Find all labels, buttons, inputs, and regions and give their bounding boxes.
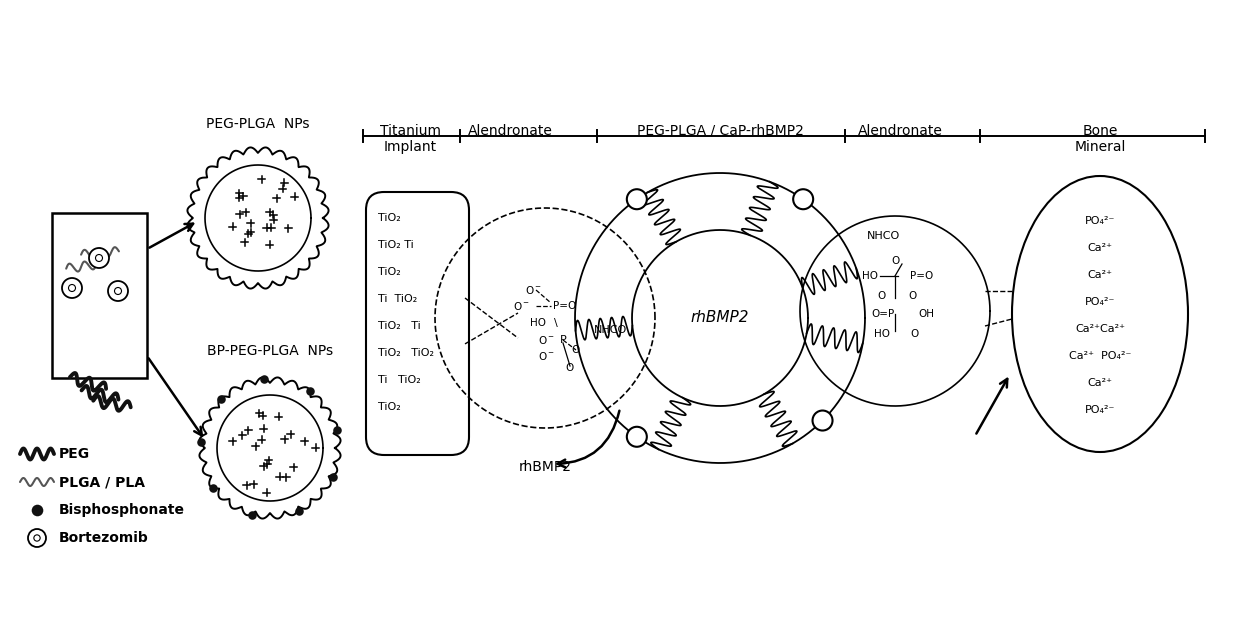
Text: O: O: [565, 363, 574, 373]
Text: TiO₂   TiO₂: TiO₂ TiO₂: [378, 348, 434, 358]
Text: Ca²⁺: Ca²⁺: [1087, 243, 1112, 253]
Text: Ti   TiO₂: Ti TiO₂: [378, 375, 420, 385]
Text: O: O: [890, 256, 899, 266]
Point: [300, 386, 320, 396]
Circle shape: [62, 278, 82, 298]
Text: O: O: [908, 291, 916, 301]
Point: [289, 506, 309, 516]
Text: rhBMP2: rhBMP2: [518, 460, 572, 474]
Text: HO: HO: [529, 318, 546, 328]
Text: OH: OH: [918, 309, 934, 319]
Circle shape: [794, 189, 813, 209]
Point: [322, 472, 342, 482]
Point: [27, 505, 47, 515]
Text: Alendronate: Alendronate: [858, 124, 942, 138]
Text: rhBMP2: rhBMP2: [691, 310, 749, 326]
Text: O$^-$: O$^-$: [525, 284, 542, 296]
Text: TiO₂: TiO₂: [378, 402, 401, 412]
Bar: [52, 213, 148, 378]
Text: O: O: [910, 329, 919, 339]
Point: [242, 510, 262, 520]
Text: PEG-PLGA  NPs: PEG-PLGA NPs: [206, 117, 310, 131]
Text: Titanium
Implant: Titanium Implant: [379, 124, 440, 154]
Text: O: O: [878, 291, 887, 301]
Text: Alendronate: Alendronate: [467, 124, 553, 138]
Point: [211, 394, 231, 404]
Text: NHCO: NHCO: [594, 325, 627, 335]
Text: Ca²⁺: Ca²⁺: [1087, 270, 1112, 280]
Text: Bortezomib: Bortezomib: [60, 531, 149, 545]
Text: Ti  TiO₂: Ti TiO₂: [378, 294, 417, 304]
Point: [191, 437, 211, 447]
Text: TiO₂: TiO₂: [378, 267, 401, 277]
Text: TiO₂ Ti: TiO₂ Ti: [378, 240, 414, 250]
Text: \: \: [554, 318, 558, 328]
Circle shape: [812, 411, 832, 431]
Text: PO₄²⁻: PO₄²⁻: [1085, 297, 1115, 307]
Text: O$^-$: O$^-$: [537, 334, 554, 346]
Text: P=O: P=O: [553, 301, 577, 311]
Text: O$^-$: O$^-$: [537, 350, 554, 362]
Text: BP-PEG-PLGA  NPs: BP-PEG-PLGA NPs: [207, 344, 334, 358]
Circle shape: [627, 427, 647, 447]
Text: Ca²⁺: Ca²⁺: [1087, 378, 1112, 388]
Text: O=P: O=P: [872, 309, 895, 319]
Text: HO: HO: [874, 329, 890, 339]
Text: PLGA / PLA: PLGA / PLA: [60, 475, 145, 489]
FancyBboxPatch shape: [366, 192, 469, 455]
Circle shape: [29, 529, 46, 547]
Point: [254, 374, 274, 384]
Text: TiO₂: TiO₂: [378, 213, 401, 223]
Text: PEG: PEG: [60, 447, 91, 461]
Point: [203, 483, 223, 493]
Text: O: O: [572, 345, 580, 355]
Text: Bone
Mineral: Bone Mineral: [1074, 124, 1126, 154]
Circle shape: [627, 189, 647, 209]
Circle shape: [89, 248, 109, 268]
Text: HO: HO: [862, 271, 878, 281]
Text: O$^-$: O$^-$: [513, 300, 529, 312]
Text: Ca²⁺Ca²⁺: Ca²⁺Ca²⁺: [1075, 324, 1125, 334]
Point: [326, 425, 346, 435]
Text: Bisphosphonate: Bisphosphonate: [60, 503, 185, 517]
Text: PO₄²⁻: PO₄²⁻: [1085, 405, 1115, 415]
Text: PO₄²⁻: PO₄²⁻: [1085, 216, 1115, 226]
Text: Ca²⁺  PO₄²⁻: Ca²⁺ PO₄²⁻: [1069, 351, 1131, 361]
Text: TiO₂   Ti: TiO₂ Ti: [378, 321, 420, 331]
Text: NHCO: NHCO: [867, 231, 900, 241]
Text: PEG-PLGA / CaP-rhBMP2: PEG-PLGA / CaP-rhBMP2: [636, 124, 804, 138]
Circle shape: [108, 281, 128, 301]
Text: P=O: P=O: [910, 271, 934, 281]
Text: P: P: [559, 335, 567, 345]
